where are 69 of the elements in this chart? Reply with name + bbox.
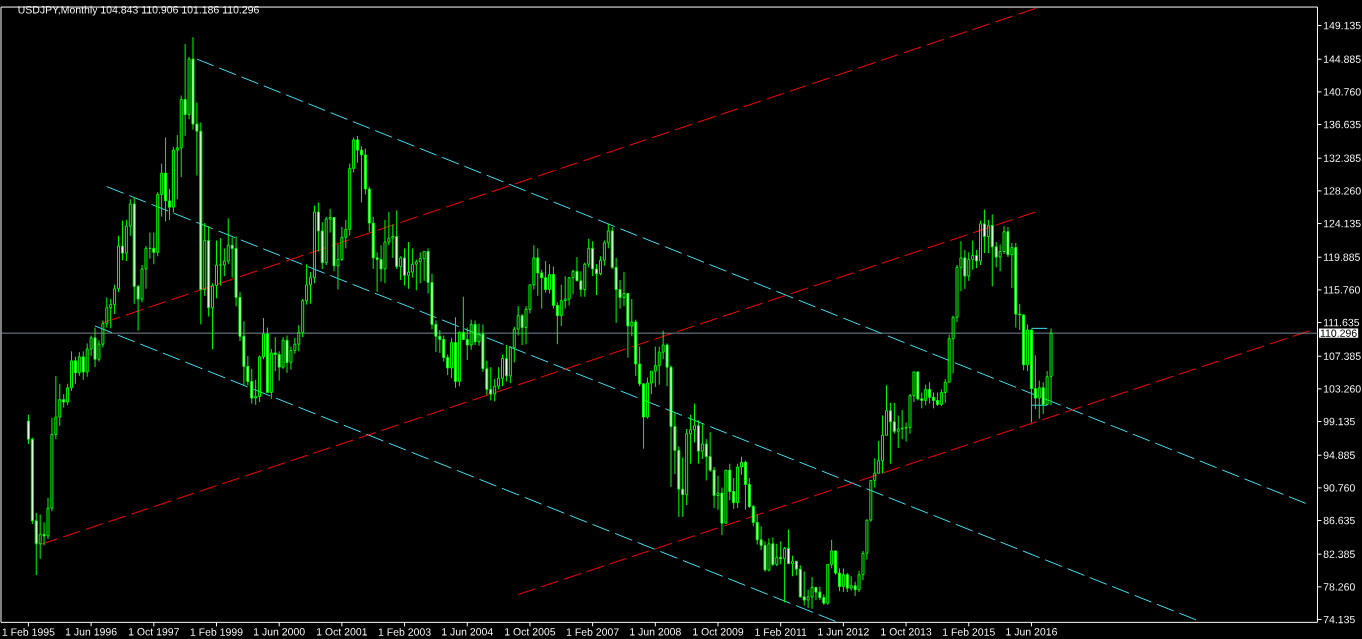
candlestick — [454, 316, 457, 389]
candlestick — [1037, 380, 1041, 420]
candlestick — [700, 422, 704, 460]
candlestick — [406, 241, 410, 290]
candlestick — [422, 251, 426, 282]
x-tick-label: 1 Feb 1995 — [2, 628, 55, 636]
candlestick — [77, 351, 81, 377]
x-tick-label: 1 Oct 2005 — [505, 628, 556, 636]
candlestick — [285, 335, 289, 374]
y-tick-label: 132.385 — [1323, 154, 1361, 162]
y-tick-label: 90.760 — [1323, 484, 1355, 492]
candlestick — [724, 469, 728, 524]
y-tick-label: 115.760 — [1323, 286, 1360, 294]
candlestick — [783, 546, 787, 603]
y-tick-label: 99.135 — [1323, 417, 1355, 426]
candlestick — [544, 260, 548, 294]
x-tick-label: 1 Oct 2013 — [881, 628, 932, 636]
candlestick — [38, 513, 42, 560]
candlestick — [775, 543, 779, 567]
x-tick-label: 1 Jun 2008 — [630, 628, 681, 636]
candlestick — [986, 219, 990, 254]
y-tick-label: 144.885 — [1323, 55, 1361, 63]
candlestick — [281, 336, 285, 370]
y-tick-label: 94.885 — [1323, 451, 1355, 459]
candlestick — [457, 331, 461, 387]
candlestick — [469, 319, 473, 351]
x-tick-label: 1 Oct 2001 — [316, 628, 368, 636]
candlestick — [199, 121, 203, 325]
x-tick-label: 1 Feb 2003 — [378, 628, 431, 636]
candlestick — [450, 337, 454, 379]
candlestick — [896, 414, 900, 449]
candlestick — [473, 319, 477, 346]
y-tick-label: 103.260 — [1323, 385, 1361, 393]
y-tick-label: 124.135 — [1323, 219, 1361, 228]
x-tick-label: 1 Jun 2000 — [254, 628, 305, 636]
candlestick — [191, 36, 195, 131]
y-tick-label: 74.135 — [1323, 615, 1355, 624]
candlestick — [536, 247, 540, 297]
y-tick-label: 86.635 — [1323, 516, 1355, 525]
x-tick-label: 1 Feb 2011 — [755, 628, 807, 636]
candlestick — [164, 137, 168, 222]
x-tick-label: 1 Jun 2016 — [1006, 628, 1057, 636]
ref-line-label: 110.296 — [1320, 329, 1357, 337]
x-tick-label: 1 Oct 2009 — [693, 628, 744, 636]
y-tick-label: 82.385 — [1323, 550, 1355, 558]
y-tick-label: 140.760 — [1323, 88, 1361, 96]
candlestick — [93, 327, 97, 368]
candlestick — [841, 567, 845, 593]
x-tick-label: 1 Jun 2004 — [442, 628, 493, 636]
y-tick-label: 149.135 — [1323, 21, 1361, 30]
y-tick-label: 119.885 — [1323, 253, 1360, 261]
x-tick-label: 1 Jun 2012 — [818, 628, 869, 636]
candlestick — [979, 220, 983, 266]
x-tick-label: 1 Feb 1999 — [190, 628, 243, 636]
y-tick-label: 111.635 — [1323, 318, 1360, 327]
candlestick — [818, 586, 822, 601]
x-tick-label: 1 Jun 1996 — [65, 628, 117, 636]
y-tick-label: 78.260 — [1323, 583, 1355, 591]
x-tick-label: 1 Feb 2007 — [566, 628, 619, 636]
chart-title: USDJPY,Monthly 104.843 110.906 101.186 110.296 — [18, 5, 259, 16]
y-tick-label: 136.635 — [1323, 120, 1361, 129]
x-tick-label: 1 Feb 2015 — [943, 628, 995, 636]
candlestick — [849, 575, 853, 592]
x-tick-label: 1 Oct 1997 — [128, 628, 179, 636]
candlestick — [990, 213, 994, 287]
candlestick — [763, 540, 767, 573]
y-tick-label: 107.385 — [1323, 352, 1361, 360]
candlestick — [924, 384, 928, 406]
y-tick-label: 128.260 — [1323, 187, 1361, 195]
